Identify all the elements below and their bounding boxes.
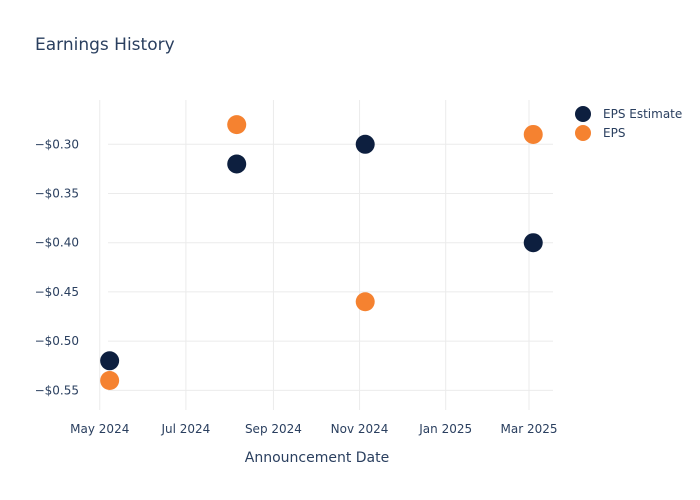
eps-point[interactable] bbox=[523, 124, 543, 144]
x-tick-label: May 2024 bbox=[70, 422, 129, 436]
eps-point[interactable] bbox=[100, 370, 120, 390]
legend-item-eps-estimate[interactable]: EPS Estimate bbox=[575, 106, 682, 122]
x-axis-ticks: May 2024 Jul 2024 Sep 2024 Nov 2024 Jan 2025… bbox=[70, 422, 557, 436]
y-tick-label: −$0.35 bbox=[35, 186, 79, 200]
eps-estimate-point[interactable] bbox=[355, 134, 375, 154]
y-tick-label: −$0.50 bbox=[35, 334, 79, 348]
eps-estimate-point[interactable] bbox=[227, 154, 247, 174]
data-points bbox=[100, 115, 543, 390]
legend-item-eps[interactable]: EPS bbox=[575, 125, 625, 141]
chart-title: Earnings History bbox=[35, 35, 175, 55]
eps-point[interactable] bbox=[227, 115, 247, 135]
x-tick-label: Jul 2024 bbox=[160, 422, 210, 436]
legend-marker-eps-estimate bbox=[575, 106, 591, 122]
y-tick-label: −$0.45 bbox=[35, 285, 79, 299]
eps-estimate-point[interactable] bbox=[523, 233, 543, 253]
x-tick-label: Jan 2025 bbox=[418, 422, 472, 436]
legend-label-eps: EPS bbox=[603, 126, 625, 140]
y-tick-label: −$0.55 bbox=[35, 383, 79, 397]
y-tick-label: −$0.40 bbox=[35, 236, 79, 250]
x-tick-label: Nov 2024 bbox=[331, 422, 389, 436]
legend[interactable]: EPS Estimate EPS bbox=[575, 106, 682, 141]
x-tick-label: Sep 2024 bbox=[245, 422, 302, 436]
x-tick-label: Mar 2025 bbox=[500, 422, 557, 436]
legend-label-eps-estimate: EPS Estimate bbox=[603, 107, 682, 121]
y-tick-label: −$0.30 bbox=[35, 137, 79, 151]
eps-estimate-point[interactable] bbox=[100, 351, 120, 371]
y-axis-ticks: −$0.30 −$0.35 −$0.40 −$0.45 −$0.50 −$0.55 bbox=[35, 137, 79, 397]
legend-marker-eps bbox=[575, 125, 591, 141]
eps-point[interactable] bbox=[355, 292, 375, 312]
gridlines bbox=[99, 100, 553, 410]
x-axis-title: Announcement Date bbox=[245, 450, 389, 466]
